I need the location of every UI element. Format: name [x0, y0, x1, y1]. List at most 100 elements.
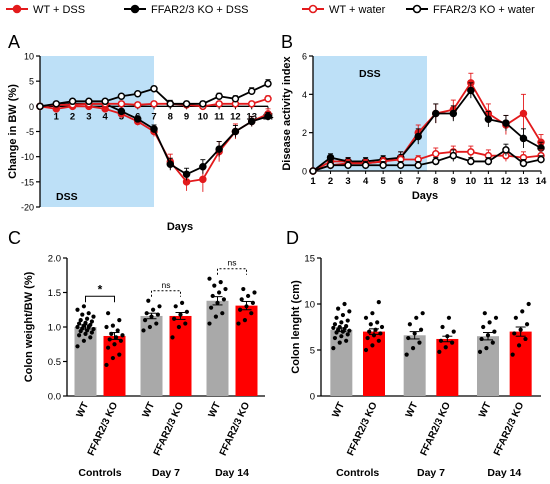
data-point — [223, 286, 228, 292]
data-point — [78, 318, 83, 323]
x-tick-label: 3 — [86, 111, 91, 122]
data-point — [176, 324, 181, 330]
data-point — [77, 333, 82, 338]
x-tick-label: 12 — [230, 111, 241, 122]
data-point — [467, 86, 475, 95]
y-axis-label: Change in BW (%) — [7, 84, 19, 179]
data-point — [375, 320, 380, 325]
data-point — [115, 328, 120, 333]
data-point — [407, 322, 412, 327]
y-tick-label: 2.0 — [48, 254, 61, 265]
data-point — [157, 304, 162, 309]
data-point — [180, 300, 185, 305]
comparison-bracket — [85, 295, 115, 303]
data-point — [117, 352, 122, 357]
data-point — [141, 328, 146, 333]
data-point — [443, 345, 448, 350]
data-point — [342, 301, 347, 307]
data-point — [519, 109, 528, 118]
data-point — [378, 331, 383, 336]
bar — [169, 315, 192, 396]
significance-label: ns — [162, 280, 171, 290]
category-label: FFAR2/3 KO — [86, 400, 120, 457]
data-point — [91, 326, 96, 332]
bar — [206, 300, 229, 396]
legend-marker — [12, 4, 22, 14]
data-point — [437, 349, 442, 354]
dss-label: DSS — [359, 68, 381, 80]
legend-marker — [308, 4, 318, 14]
data-point — [75, 307, 80, 312]
category-label: WT — [75, 401, 92, 420]
data-point — [150, 84, 158, 93]
x-tick-label: 13 — [518, 176, 529, 187]
data-point — [117, 92, 126, 101]
group-label: Day 14 — [215, 467, 249, 479]
data-point — [339, 320, 344, 325]
data-point — [106, 345, 111, 350]
data-point — [344, 338, 349, 343]
data-point — [133, 101, 142, 109]
bar — [436, 338, 459, 396]
x-tick-label: 1 — [54, 111, 60, 122]
data-point — [519, 134, 528, 143]
x-tick-label: 10 — [466, 176, 477, 187]
data-point — [247, 100, 256, 108]
data-point — [250, 300, 255, 305]
data-point — [334, 315, 339, 320]
group-label: Day 7 — [417, 467, 445, 479]
y-tick-label: 15 — [304, 254, 315, 265]
data-point — [146, 298, 151, 303]
data-point — [363, 315, 369, 320]
data-point — [361, 161, 370, 169]
data-point — [396, 161, 405, 169]
data-point — [247, 87, 256, 95]
data-point — [467, 157, 475, 166]
data-point — [199, 162, 207, 171]
data-point — [215, 92, 223, 101]
bar — [74, 327, 97, 396]
dss-shaded-region — [313, 56, 427, 171]
data-point — [104, 324, 109, 330]
data-point — [519, 159, 528, 168]
x-tick-label: 4 — [102, 111, 108, 122]
data-point — [368, 322, 373, 327]
data-point — [242, 318, 247, 323]
data-point — [183, 321, 188, 326]
data-point — [479, 336, 484, 342]
data-point — [210, 293, 215, 299]
y-tick-label: -15 — [21, 177, 34, 187]
data-point — [213, 314, 218, 319]
data-point — [492, 329, 497, 334]
data-point — [221, 297, 226, 302]
y-axis-label: Colon lenght (cm) — [290, 280, 302, 374]
data-point — [106, 311, 111, 316]
data-point — [523, 336, 528, 342]
data-point — [85, 97, 93, 106]
data-point — [331, 346, 336, 351]
data-point — [406, 335, 411, 341]
x-tick-label: 4 — [363, 176, 369, 187]
panel-label-d: D — [286, 228, 299, 248]
data-point — [151, 307, 156, 312]
bar — [103, 335, 126, 396]
category-label: FFAR2/3 KO — [218, 400, 252, 457]
data-point — [252, 290, 257, 295]
data-point — [502, 119, 510, 127]
x-tick-label: 10 — [198, 111, 209, 122]
data-point — [414, 161, 422, 169]
data-point — [336, 306, 341, 311]
panel-label-b: B — [281, 32, 293, 52]
data-point — [231, 127, 240, 136]
data-point — [493, 315, 499, 320]
y-tick-label: 0.5 — [48, 357, 61, 368]
data-point — [309, 167, 317, 175]
data-point — [340, 312, 346, 318]
significance-label: ns — [228, 258, 237, 268]
data-point — [264, 79, 272, 88]
data-point — [417, 340, 422, 345]
data-point — [487, 320, 492, 325]
data-point — [215, 100, 223, 108]
